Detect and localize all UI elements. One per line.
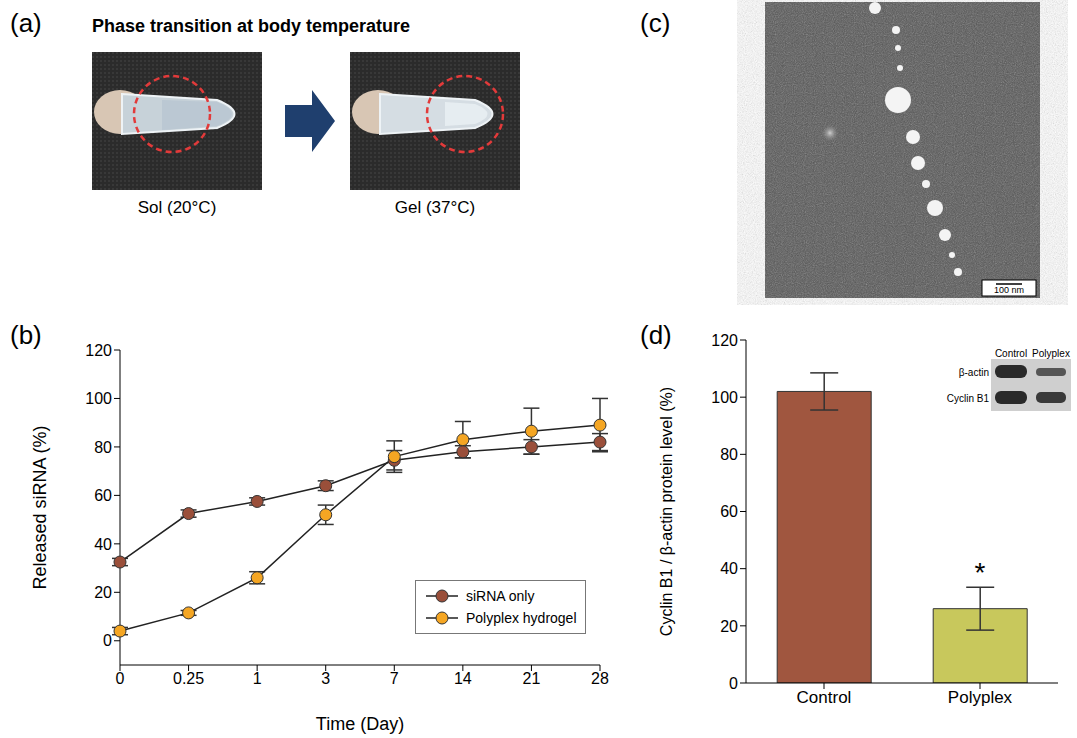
html-text:Gel (37°C): Gel (37°C) [394, 198, 476, 217]
svg-text:1: 1 [253, 670, 262, 687]
html-text:100 nm: 100 nm [994, 285, 1024, 295]
svg-text:60: 60 [720, 503, 738, 520]
svg-text:120: 120 [85, 342, 112, 359]
svg-text:20: 20 [94, 584, 112, 601]
svg-text:0.25: 0.25 [173, 670, 204, 687]
html-text:Polyplex: Polyplex [1032, 348, 1070, 359]
html-text:Phase transition at body tempe: Phase transition at body temperature [92, 16, 411, 36]
html-text:(b): (b) [10, 320, 42, 350]
html-text:siRNA only: siRNA only [466, 588, 535, 604]
html-text:(a): (a) [10, 8, 42, 38]
svg-text:20: 20 [720, 618, 738, 635]
svg-text:28: 28 [591, 670, 609, 687]
html-text:Sol (20°C): Sol (20°C) [137, 198, 217, 217]
svg-text:7: 7 [390, 670, 399, 687]
html-text:Control: Control [994, 348, 1028, 359]
svg-text:3: 3 [321, 670, 330, 687]
svg-text:80: 80 [94, 439, 112, 456]
svg-text:*: * [975, 557, 986, 588]
svg-text:Polyplex: Polyplex [948, 688, 1013, 707]
svg-text:0: 0 [729, 675, 738, 692]
svg-text:60: 60 [94, 487, 112, 504]
svg-text:Cyclin B1 / β-actin protein le: Cyclin B1 / β-actin protein level (%) [658, 387, 675, 636]
html-text:(d): (d) [640, 320, 672, 350]
html-text:β-actin: β-actin [958, 366, 989, 378]
svg-text:Control: Control [797, 688, 852, 707]
svg-text:0: 0 [103, 632, 112, 649]
svg-text:Time (Day): Time (Day) [316, 714, 404, 734]
svg-text:21: 21 [523, 670, 541, 687]
svg-text:120: 120 [711, 332, 738, 349]
svg-text:14: 14 [454, 670, 472, 687]
html-text:Cyclin B1: Cyclin B1 [946, 392, 989, 404]
svg-text:40: 40 [720, 560, 738, 577]
svg-text:Released siRNA (%): Released siRNA (%) [30, 425, 50, 589]
html-text:(c): (c) [640, 8, 671, 38]
html-text:Polyplex hydrogel: Polyplex hydrogel [466, 610, 577, 626]
svg-text:0: 0 [116, 670, 125, 687]
svg-text:40: 40 [94, 536, 112, 553]
svg-text:100: 100 [711, 389, 738, 406]
svg-text:100: 100 [85, 390, 112, 407]
svg-text:80: 80 [720, 446, 738, 463]
